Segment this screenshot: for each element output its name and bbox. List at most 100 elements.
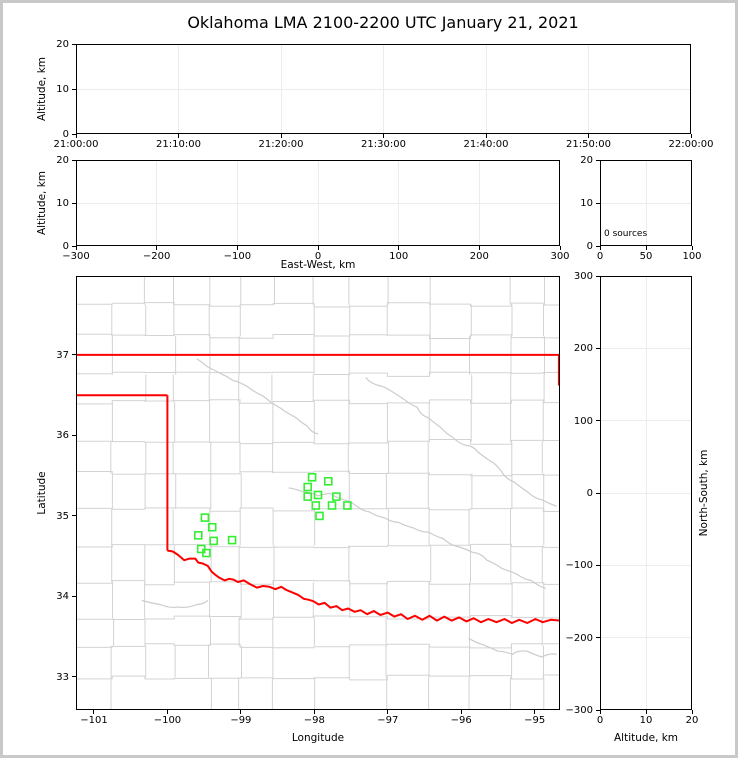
- y-tick-label: 20: [56, 155, 69, 166]
- x-tick-label: 100: [389, 251, 409, 262]
- y-tick-mark: [596, 159, 600, 161]
- y-tick-label: 20: [56, 39, 69, 50]
- y-tick-label: 10: [56, 84, 69, 95]
- y-tick-label: 0: [62, 241, 69, 252]
- y-axis-label-ew_height: Altitude, km: [36, 170, 48, 236]
- y-tick-label: 100: [573, 415, 593, 427]
- x-tick-mark: [317, 246, 319, 250]
- gridline-horizontal: [601, 637, 691, 639]
- gridline-horizontal: [77, 88, 690, 90]
- y-axis-label-time_height: Altitude, km: [36, 56, 48, 122]
- y-tick-label: 35: [56, 510, 69, 522]
- x-tick-label: 200: [469, 251, 489, 262]
- y-tick-label: 0: [586, 488, 593, 499]
- lma-station-marker: [311, 501, 321, 510]
- y-tick-label: −300: [565, 705, 593, 716]
- x-tick-mark: [645, 710, 647, 714]
- y-axis-label-map: Latitude: [36, 471, 48, 515]
- y-tick-label: 0: [586, 241, 593, 252]
- x-tick-label: 21:50:00: [566, 139, 611, 150]
- x-tick-label: 0: [314, 251, 322, 262]
- x-tick-label: −200: [142, 251, 171, 262]
- y-tick-mark: [596, 245, 600, 247]
- y-tick-label: 10: [580, 198, 593, 209]
- y-tick-label: 37: [56, 349, 69, 361]
- x-tick-label: 10: [639, 715, 653, 726]
- y-tick-mark: [72, 88, 76, 90]
- y-tick-label: 10: [56, 198, 69, 209]
- red-river-border-line: [167, 549, 559, 624]
- river-gray: [365, 377, 557, 507]
- y-tick-label: 36: [56, 430, 69, 442]
- x-tick-mark: [240, 710, 242, 714]
- y-tick-mark: [596, 420, 600, 422]
- y-tick-mark: [596, 492, 600, 494]
- y-tick-label: −100: [565, 560, 593, 572]
- lma-station-marker: [200, 513, 210, 522]
- x-tick-label: −100: [223, 251, 252, 262]
- x-tick-label: −95: [524, 715, 546, 726]
- panel-map: [76, 276, 560, 710]
- y-tick-mark: [596, 564, 600, 566]
- x-tick-label: −98: [303, 715, 325, 726]
- x-tick-label: 100: [682, 251, 702, 262]
- x-tick-label: 21:30:00: [361, 139, 406, 150]
- y-tick-mark: [596, 709, 600, 711]
- y-tick-label: 20: [580, 155, 593, 166]
- map-layers: [77, 277, 559, 709]
- river-gray: [288, 487, 546, 589]
- y-tick-label: 300: [573, 271, 593, 282]
- gridline-horizontal: [601, 564, 691, 566]
- gridline-horizontal: [601, 492, 691, 494]
- gridline-horizontal: [601, 347, 691, 349]
- x-tick-mark: [485, 134, 487, 138]
- gridline-horizontal: [601, 420, 691, 422]
- x-tick-mark: [280, 134, 282, 138]
- y-tick-label: 200: [573, 343, 593, 355]
- sources-count-label: 0 sources: [604, 229, 648, 239]
- river-gray: [141, 599, 209, 609]
- x-tick-label: −300: [62, 251, 90, 262]
- x-tick-label: 0: [596, 715, 604, 726]
- x-tick-mark: [236, 246, 238, 250]
- y-tick-mark: [596, 202, 600, 204]
- river-gray: [468, 637, 557, 658]
- x-tick-mark: [313, 710, 315, 714]
- lma-station-marker: [323, 476, 333, 486]
- y-tick-mark: [72, 434, 76, 436]
- x-tick-mark: [178, 134, 179, 138]
- figure-title: Oklahoma LMA 2100-2200 UTC January 21, 2…: [187, 13, 579, 32]
- x-tick-mark: [534, 710, 536, 714]
- x-tick-mark: [75, 134, 77, 138]
- x-tick-mark: [691, 246, 693, 250]
- panel-ns_height: [600, 276, 692, 710]
- x-tick-label: −97: [377, 715, 399, 726]
- x-tick-mark: [691, 710, 693, 714]
- x-axis-label-ew_height: East-West, km: [280, 259, 356, 271]
- lma-station-marker: [327, 501, 337, 510]
- x-tick-mark: [478, 246, 480, 250]
- lma-station-marker: [307, 472, 317, 482]
- x-tick-label: −101: [80, 715, 108, 726]
- gridline-horizontal: [601, 202, 691, 204]
- lma-station-marker: [313, 490, 323, 500]
- panel-alt_hist: [600, 160, 692, 246]
- y-tick-mark: [72, 595, 76, 597]
- y-tick-mark: [72, 159, 76, 161]
- x-tick-mark: [387, 710, 389, 714]
- x-tick-label: 21:00:00: [53, 139, 99, 150]
- y-tick-label: −200: [565, 632, 593, 644]
- x-tick-label: 21:20:00: [258, 139, 304, 150]
- x-tick-mark: [588, 134, 589, 138]
- y-tick-mark: [72, 43, 76, 45]
- x-tick-mark: [690, 134, 692, 138]
- x-tick-label: 21:10:00: [156, 139, 201, 150]
- x-tick-label: 22:00:00: [668, 139, 714, 150]
- y-axis-label-right-ns_height: North-South, km: [698, 449, 710, 537]
- x-axis-label-map: Longitude: [291, 732, 345, 744]
- lma-station-marker: [209, 536, 218, 546]
- panel-ew_height: [76, 160, 560, 246]
- x-axis-label-ns_height: Altitude, km: [613, 732, 679, 744]
- x-tick-label: 21:40:00: [463, 139, 509, 150]
